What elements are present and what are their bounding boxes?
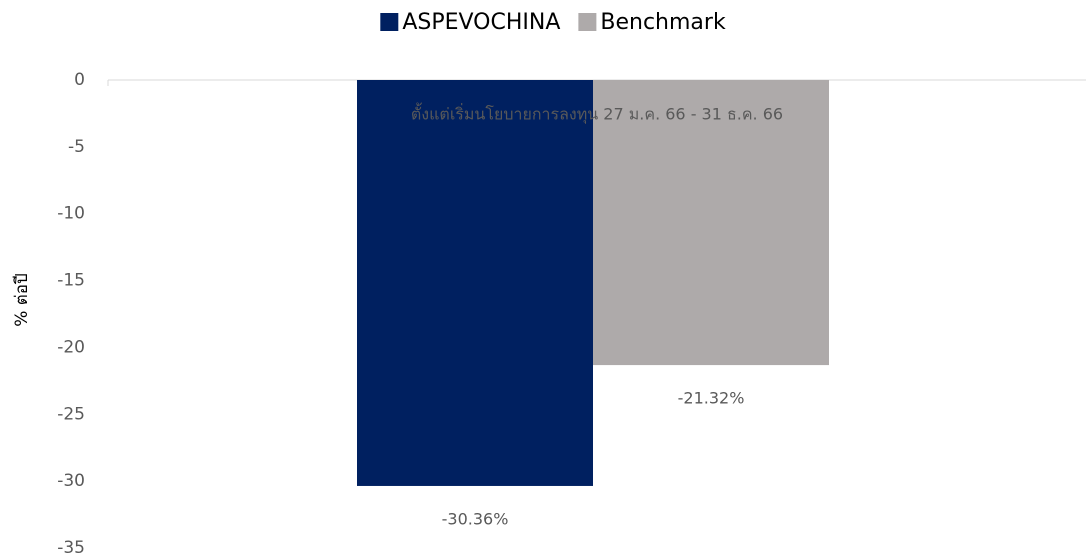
y-tick-label: -35 [57, 538, 85, 557]
legend-label: ASPEVOCHINA [402, 10, 560, 35]
y-tick-label: 0 [74, 70, 85, 90]
x-tick-label: ตั้งแต่เริ่มนโยบายการลงทุน 27 ม.ค. 66 - … [411, 103, 783, 125]
y-tick-label: -10 [57, 204, 85, 224]
y-tick-label: -25 [57, 404, 85, 424]
y-tick-label: -5 [68, 137, 85, 157]
bar [357, 80, 593, 486]
data-label: -30.36% [442, 509, 509, 528]
y-tick-label: -15 [57, 271, 85, 291]
legend-label: Benchmark [600, 10, 726, 35]
legend-swatch [578, 13, 597, 31]
y-tick-label: -20 [57, 337, 85, 357]
data-label: -21.32% [678, 389, 745, 408]
legend-swatch [380, 13, 399, 31]
y-axis-label: % ต่อปี [12, 273, 32, 327]
y-tick-label: -30 [57, 471, 85, 491]
bar [593, 80, 829, 366]
